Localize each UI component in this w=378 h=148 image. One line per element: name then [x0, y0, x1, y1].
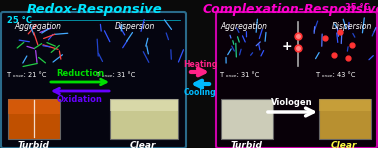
Text: Redox-Responsive: Redox-Responsive	[27, 3, 163, 16]
Text: Aggregation: Aggregation	[14, 22, 62, 31]
Text: +: +	[282, 40, 292, 53]
Text: T ₓₙₔₑ: 21 °C: T ₓₙₔₑ: 21 °C	[7, 72, 46, 78]
Text: Heating: Heating	[183, 60, 217, 69]
FancyBboxPatch shape	[8, 99, 60, 139]
FancyBboxPatch shape	[319, 99, 371, 111]
Text: 35 °C: 35 °C	[345, 3, 370, 12]
FancyBboxPatch shape	[110, 99, 178, 111]
Text: Dispersion: Dispersion	[332, 22, 372, 31]
FancyBboxPatch shape	[216, 12, 377, 148]
Text: Aggregation: Aggregation	[220, 22, 268, 31]
FancyBboxPatch shape	[1, 12, 186, 148]
Text: Oxidation: Oxidation	[57, 95, 103, 104]
FancyBboxPatch shape	[8, 99, 60, 114]
Text: Dispersion: Dispersion	[115, 22, 155, 31]
Text: T ₓₙₔₑ: 43 °C: T ₓₙₔₑ: 43 °C	[316, 72, 355, 78]
Text: T ₓₙₔₑ: 31 °C: T ₓₙₔₑ: 31 °C	[96, 72, 135, 78]
Text: Reduction: Reduction	[56, 69, 104, 78]
Text: Cooling: Cooling	[184, 88, 216, 97]
Text: Viologen: Viologen	[271, 98, 313, 107]
FancyBboxPatch shape	[110, 99, 178, 139]
Text: Turbid: Turbid	[231, 141, 263, 148]
Text: 25 °C: 25 °C	[7, 16, 32, 25]
Text: Complexation-Responsive: Complexation-Responsive	[202, 3, 378, 16]
Text: Clear: Clear	[331, 141, 357, 148]
Text: T ₓₙₔₑ: 31 °C: T ₓₙₔₑ: 31 °C	[220, 72, 259, 78]
Text: Clear: Clear	[130, 141, 156, 148]
Text: Turbid: Turbid	[18, 141, 50, 148]
FancyBboxPatch shape	[221, 99, 273, 139]
FancyBboxPatch shape	[319, 99, 371, 139]
